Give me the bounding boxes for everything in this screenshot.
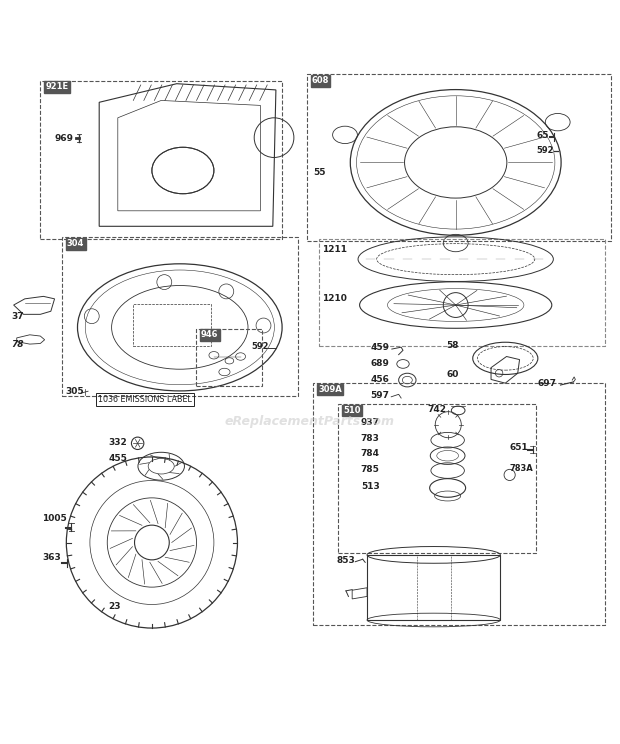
Text: 305: 305 [65,387,84,396]
Text: 23: 23 [108,602,121,611]
Text: 785: 785 [361,465,379,474]
Ellipse shape [152,147,214,193]
Text: 1005: 1005 [42,514,67,523]
Text: 309A: 309A [318,385,342,394]
Text: 1210: 1210 [322,294,347,303]
Text: 608: 608 [312,76,329,86]
Text: 689: 689 [370,359,389,368]
Text: 946: 946 [201,330,218,339]
Bar [313,383,604,625]
Text: 921E: 921E [45,83,68,92]
Text: 783A: 783A [510,464,533,473]
Text: 455: 455 [108,455,127,464]
Bar [62,237,298,396]
Text: 459: 459 [370,343,389,353]
Bar [133,304,211,346]
Bar [338,404,536,553]
Text: 784: 784 [361,449,380,458]
Bar [319,240,604,346]
Bar [40,80,282,239]
Text: 651: 651 [510,443,528,452]
Text: 456: 456 [370,375,389,384]
Text: 1211: 1211 [322,246,347,254]
Text: 697: 697 [538,379,557,388]
Text: 60: 60 [446,370,459,379]
Text: 783: 783 [361,434,379,443]
Text: 937: 937 [361,418,380,427]
Text: 55: 55 [313,168,326,178]
Text: 853: 853 [337,556,355,565]
Text: 332: 332 [108,437,127,446]
Text: 304: 304 [67,240,84,248]
Text: 592: 592 [251,342,268,351]
Text: 1036 EMISSIONS LABEL: 1036 EMISSIONS LABEL [98,395,192,404]
Text: 969: 969 [55,135,74,144]
Bar [196,329,262,385]
Text: 78: 78 [11,340,24,349]
Text: 597: 597 [370,391,389,400]
Text: 65: 65 [536,131,549,141]
Text: 592: 592 [536,146,554,155]
Bar [307,74,611,240]
Text: 58: 58 [446,341,459,350]
Text: 513: 513 [361,482,379,491]
Text: eReplacementParts.com: eReplacementParts.com [225,415,395,428]
Bar [367,555,500,620]
Text: 510: 510 [343,406,360,415]
Text: 363: 363 [42,554,61,562]
Text: 742: 742 [428,405,447,414]
Text: 37: 37 [11,312,24,321]
